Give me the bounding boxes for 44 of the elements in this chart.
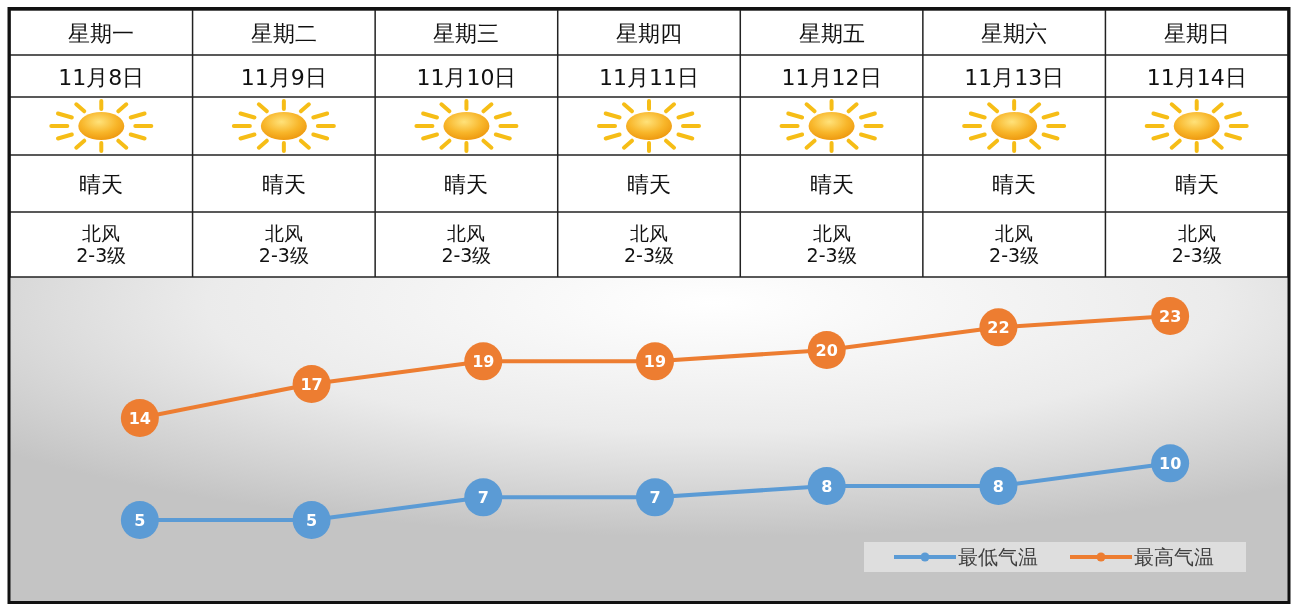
data-label: 23 [1159, 306, 1182, 326]
annotation: 星期四 [616, 21, 682, 46]
annotation: 北风2-3级 [806, 222, 857, 267]
annotation: 星期二 [250, 21, 317, 46]
annotation: 11月14日 [1146, 64, 1247, 90]
annotation: 星期日 [1163, 21, 1230, 46]
annotation: 11月11日 [599, 64, 699, 90]
annotation: 北风2-3级 [441, 222, 492, 267]
data-label: 14 [128, 408, 151, 428]
annotation: 星期六 [981, 21, 1048, 46]
annotation: 晴天 [627, 172, 671, 197]
annotation: 11月10日 [416, 64, 517, 90]
data-label: 22 [987, 317, 1010, 337]
data-label: 7 [477, 487, 489, 507]
data-label: 20 [815, 340, 838, 360]
data-label: 8 [821, 476, 833, 496]
legend-label: 最高气温 [1134, 545, 1214, 569]
annotation: 晴天 [261, 172, 306, 197]
annotation: 晴天 [1174, 172, 1219, 197]
annotation: 11月9日 [240, 64, 327, 90]
annotation: 11月12日 [781, 64, 882, 90]
annotation: 星期五 [798, 21, 865, 46]
data-label: 19 [472, 351, 495, 371]
annotation: 11月8日 [58, 64, 145, 90]
data-label: 5 [306, 510, 318, 530]
annotation: 晴天 [444, 172, 489, 197]
annotation: 北风2-3级 [624, 222, 674, 267]
data-label: 17 [300, 374, 323, 394]
annotation: 星期一 [68, 21, 135, 46]
annotation: 星期三 [433, 21, 500, 46]
data-label: 5 [134, 510, 146, 530]
annotation: 晴天 [992, 172, 1037, 197]
annotation: 北风2-3级 [989, 222, 1040, 267]
legend-label: 最低气温 [958, 545, 1038, 569]
data-label: 8 [992, 476, 1004, 496]
annotation: 北风2-3级 [1171, 222, 1222, 267]
data-label: 7 [649, 487, 661, 507]
annotation: 晴天 [79, 172, 124, 197]
data-label: 19 [643, 351, 667, 371]
annotation: 北风2-3级 [76, 222, 127, 267]
annotation: 晴天 [809, 172, 854, 197]
annotation: 11月13日 [964, 64, 1065, 90]
data-label: 10 [1159, 453, 1182, 473]
annotation: 北风2-3级 [258, 222, 309, 267]
